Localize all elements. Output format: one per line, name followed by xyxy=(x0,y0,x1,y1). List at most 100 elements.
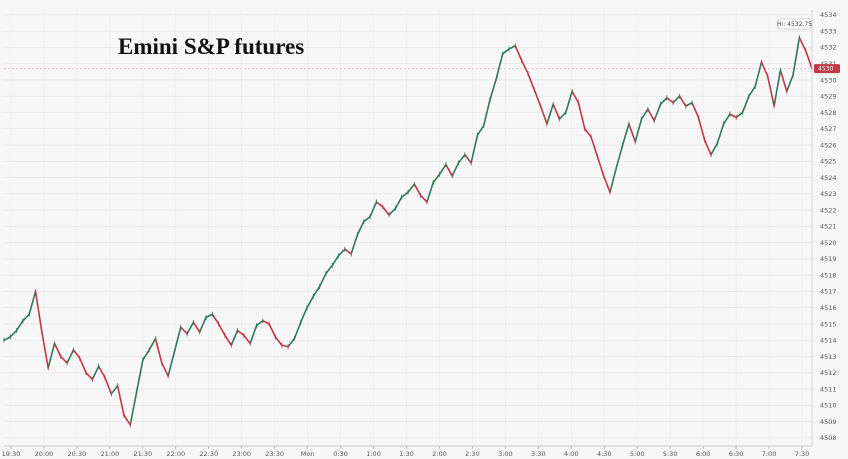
price-segment xyxy=(533,88,542,107)
price-segment xyxy=(590,136,599,158)
price-segment xyxy=(9,329,18,338)
price-segment xyxy=(767,75,775,107)
y-tick-label: 4516 xyxy=(820,304,837,312)
price-segment xyxy=(571,90,580,104)
chart-title: Emini S&P futures xyxy=(118,34,304,59)
price-segment xyxy=(205,313,214,319)
price-segment xyxy=(482,98,491,127)
price-segment xyxy=(104,376,113,395)
price-segment xyxy=(287,337,296,348)
price-segment xyxy=(508,44,517,50)
price-segment xyxy=(331,254,340,267)
price-segment xyxy=(773,69,782,107)
price-segment xyxy=(47,342,56,369)
y-tick-label: 4532 xyxy=(820,44,837,52)
price-segment xyxy=(792,36,801,76)
price-segment xyxy=(142,349,150,361)
y-tick-label: 4534 xyxy=(820,11,837,19)
high-label: Hi: 4532.75 xyxy=(777,21,812,28)
x-tick-label: Mon xyxy=(301,450,315,458)
price-segment xyxy=(703,139,712,156)
price-segment xyxy=(489,77,498,101)
price-segment xyxy=(249,324,258,345)
x-tick-label: 0:30 xyxy=(333,450,348,458)
price-segment xyxy=(407,183,416,194)
price-segment xyxy=(514,44,523,62)
price-segment xyxy=(735,111,744,119)
price-segment xyxy=(97,365,106,379)
price-segment xyxy=(400,191,409,198)
price-segment xyxy=(318,272,327,288)
price-segment xyxy=(173,326,182,353)
price-segment xyxy=(293,321,302,340)
y-tick-label: 4524 xyxy=(820,174,837,182)
price-segment xyxy=(609,167,618,194)
price-segment xyxy=(760,61,769,78)
price-segment xyxy=(785,74,794,93)
price-segment xyxy=(78,357,87,374)
price-segment xyxy=(375,201,384,208)
price-segment xyxy=(179,326,188,335)
price-segment xyxy=(546,103,554,125)
price-segment xyxy=(224,334,233,346)
x-tick-label: 2:00 xyxy=(432,450,447,458)
price-segment xyxy=(653,103,662,122)
y-tick-label: 4528 xyxy=(820,109,837,117)
x-tick-label: 22:00 xyxy=(166,450,185,458)
price-segment xyxy=(710,142,719,156)
price-segment xyxy=(729,113,738,119)
price-segment xyxy=(520,59,529,75)
price-segment xyxy=(539,105,548,125)
price-segment xyxy=(268,323,277,338)
price-segment xyxy=(432,173,441,184)
price-segment xyxy=(464,153,472,164)
price-segment xyxy=(28,290,37,316)
x-tick-label: 19:30 xyxy=(2,450,21,458)
price-segment xyxy=(34,290,43,333)
price-segment xyxy=(741,95,750,114)
price-segment xyxy=(192,321,201,333)
x-tick-label: 20:00 xyxy=(35,450,54,458)
x-tick-label: 6:00 xyxy=(696,450,711,458)
x-tick-label: 4:00 xyxy=(564,450,579,458)
price-segment xyxy=(748,85,756,98)
x-axis: 19:30 20:00 20:30 21:00 21:30 22:00 22:30 23:00… xyxy=(2,445,812,458)
price-segment xyxy=(678,95,687,107)
price-segment xyxy=(470,134,479,164)
y-tick-label: 4510 xyxy=(820,402,837,410)
price-segment xyxy=(356,220,365,236)
x-tick-label: 6:30 xyxy=(729,450,744,458)
y-tick-label: 4517 xyxy=(820,288,837,296)
x-tick-label: 2:30 xyxy=(465,450,480,458)
price-segment xyxy=(274,336,283,346)
y-tick-label: 4523 xyxy=(820,190,837,198)
y-tick-label: 4521 xyxy=(820,223,837,231)
price-segment xyxy=(262,319,270,325)
price-segment xyxy=(634,118,643,143)
x-tick-label: 7:30 xyxy=(795,450,810,458)
price-segment xyxy=(697,116,706,141)
price-segment xyxy=(388,207,397,216)
x-tick-label: 7:00 xyxy=(762,450,777,458)
y-tick-label: 4520 xyxy=(820,239,837,247)
price-segment xyxy=(161,362,169,377)
price-segment xyxy=(60,355,68,364)
x-tick-label: 5:30 xyxy=(663,450,678,458)
price-segment xyxy=(394,196,403,210)
price-segment xyxy=(91,365,100,381)
price-segment xyxy=(672,95,681,104)
y-tick-label: 4530 xyxy=(820,76,837,84)
x-tick-label: 1:30 xyxy=(399,450,414,458)
price-segment xyxy=(129,391,138,426)
price-segment xyxy=(236,329,245,337)
price-segment xyxy=(754,61,763,88)
price-segment xyxy=(640,108,649,120)
price-segment xyxy=(41,331,49,369)
x-tick-label: 21:30 xyxy=(133,450,152,458)
x-tick-label: 4:30 xyxy=(597,450,612,458)
price-segment xyxy=(457,153,466,164)
price-segment xyxy=(53,342,62,358)
price-segment xyxy=(602,175,611,194)
